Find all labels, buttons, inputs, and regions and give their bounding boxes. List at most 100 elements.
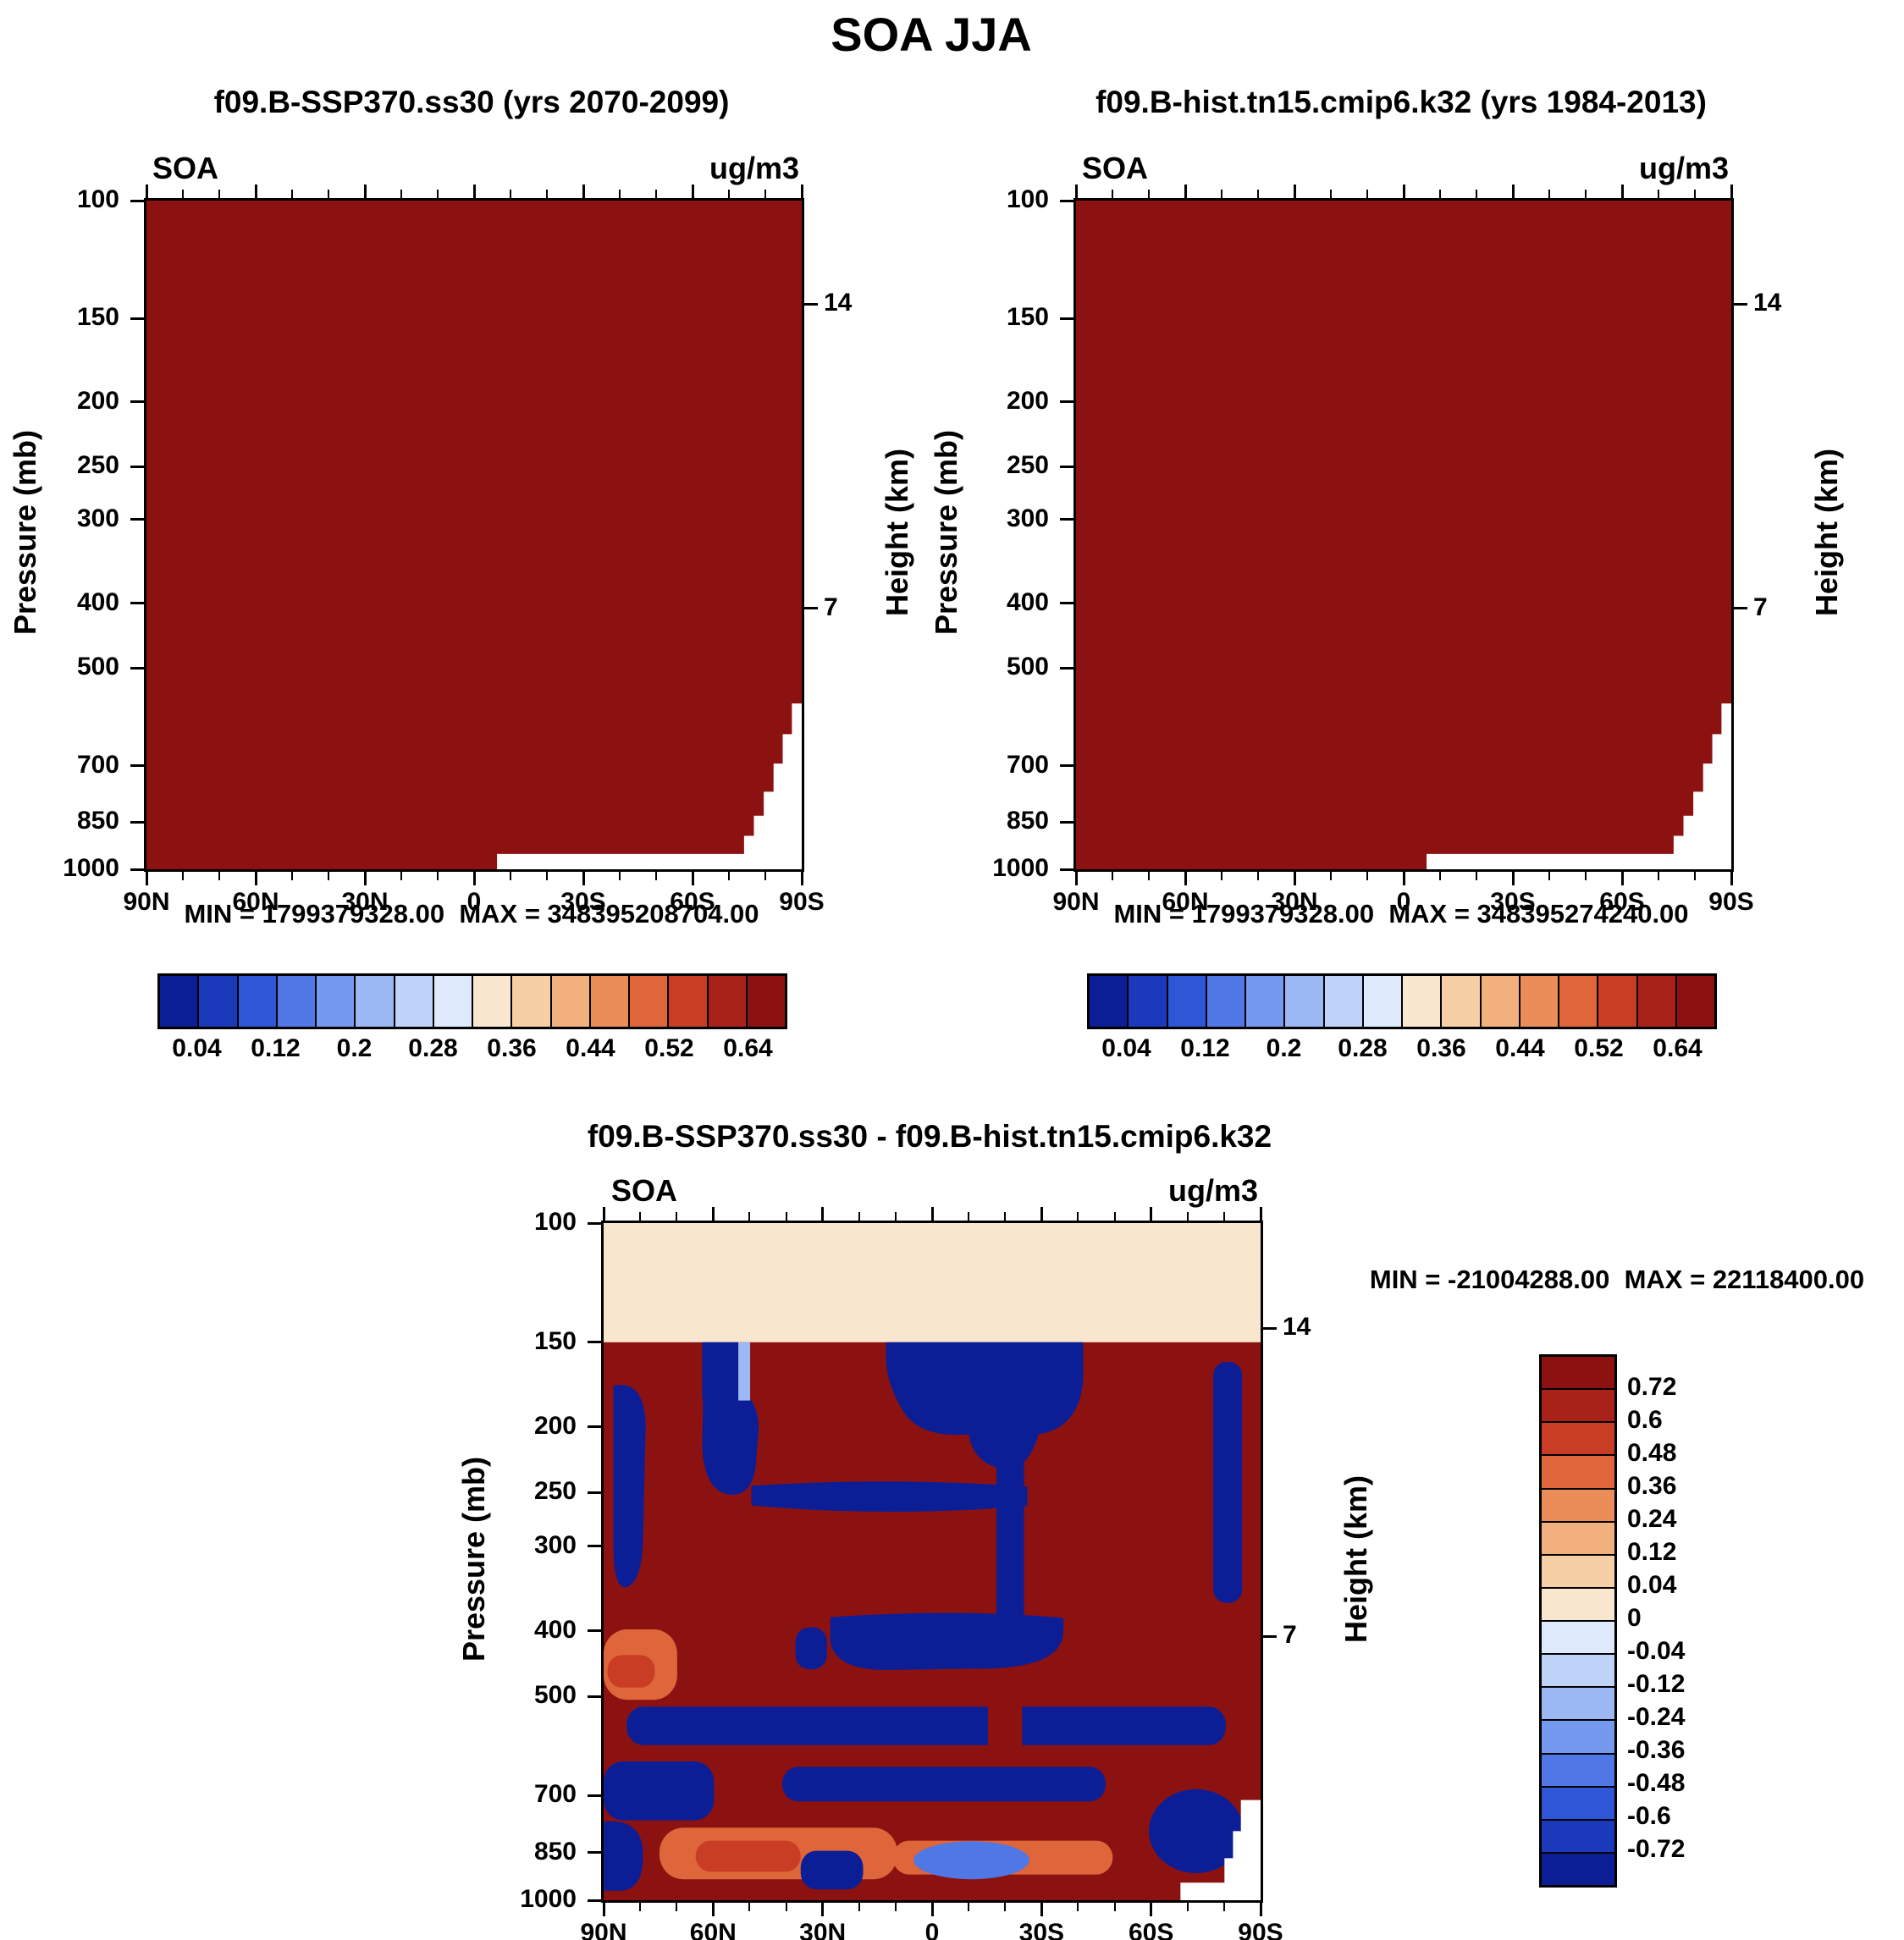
pressure-tick-mark [1060,518,1073,521]
latitude-tick-label: 90N [1052,888,1100,916]
colorbar-cell [1403,976,1443,1027]
pressure-tick-label: 400 [1006,587,1049,616]
pressure-tick-mark [130,602,144,605]
panel-left-contour-field [146,201,802,869]
latitude-tick-mark [1150,1903,1153,1916]
latitude-tick-mark [363,185,367,198]
latitude-minor-tick [1222,1903,1225,1911]
colorbar-cell [1542,1555,1614,1589]
pressure-tick-label: 700 [533,1780,577,1809]
pressure-tick-mark [130,465,144,468]
negative-anomaly-regions [604,1342,1244,1873]
pressure-tick-mark [588,1221,601,1225]
colorbar-label: 0.12 [251,1034,301,1062]
latitude-tick-label: 30N [341,888,389,916]
latitude-tick-label: 30S [1018,1919,1065,1940]
weak-positive-upper-band [604,1223,1261,1342]
colorbar-label: 0.64 [1653,1034,1703,1062]
latitude-minor-tick [1658,190,1659,198]
latitude-minor-tick [328,872,329,880]
pressure-tick-mark [588,1794,601,1797]
colorbar-cell [1598,976,1638,1027]
pressure-tick-mark [1060,602,1073,605]
height-tick-label: 14 [824,289,853,317]
secondary-anomaly-patches [604,1342,1113,1891]
latitude-minor-tick [218,190,220,198]
latitude-tick-mark [602,1207,605,1221]
latitude-minor-tick [510,190,511,198]
panel-diff-colorbar: 0.72 0.6 0.48 0.36 0.24 0.12 0.04 0 -0.04 -0.12 -0… [1539,1354,1685,1888]
colorbar-label: 0.04 [1101,1034,1151,1062]
colorbar-cell [1542,1655,1614,1689]
latitude-tick-mark [582,872,585,885]
latitude-tick-label: 0 [1396,888,1411,916]
colorbar-cell [1246,976,1286,1027]
colorbar-cell [1542,1754,1614,1788]
colorbar-cell [1542,1853,1614,1885]
latitude-tick-mark [1040,1903,1043,1916]
colorbar-cell [590,976,630,1027]
colorbar-cell [1090,976,1129,1027]
pressure-tick-label: 150 [76,303,119,332]
latitude-tick-mark [1259,1903,1262,1916]
panel-right-minmax: MIN = 1799379328.00 MAX = 348395274240.0… [1113,899,1689,929]
colorbar-cell [1542,1688,1614,1722]
latitude-tick-mark [1620,872,1624,885]
colorbar-label: 0.12 [1180,1034,1230,1062]
panel-right-colorbar: 0.04 0.12 0.2 0.28 0.36 0.44 0.52 0.64 [1087,973,1717,1062]
latitude-minor-tick [748,1903,751,1911]
latitude-tick-mark [800,185,803,198]
pressure-tick-label: 250 [533,1477,577,1506]
latitude-minor-tick [437,872,439,880]
pressure-tick-mark [588,1425,601,1429]
latitude-tick-mark [930,1903,934,1916]
latitude-minor-tick [785,1903,787,1911]
latitude-tick-label: 60S [670,888,715,916]
colorbar-label: 0.04 [1627,1571,1677,1599]
latitude-minor-tick [1585,872,1587,880]
latitude-minor-tick [1112,872,1113,880]
panel-left-minmax: MIN = 1799379328.00 MAX = 348395208704.0… [184,899,759,929]
latitude-minor-tick [676,1903,678,1911]
colorbar-cell [395,976,434,1027]
colorbar-cell [630,976,670,1027]
height-tick-label: 14 [1753,289,1782,317]
latitude-tick-mark [1293,872,1296,885]
colorbar-cell [1542,1622,1614,1656]
colorbar-cell [277,976,317,1027]
latitude-tick-label: 0 [924,1919,940,1940]
colorbar-label: -0.6 [1627,1802,1671,1830]
panel-right-plot-area: 100 150 200 250 300 400 500 700 850 1000 14 7 90N 60N… [992,185,1781,916]
latitude-tick-mark [1402,185,1405,198]
colorbar-label: -0.36 [1627,1736,1686,1764]
latitude-minor-tick [1366,190,1368,198]
pressure-tick-label: 700 [76,750,119,779]
colorbar-label: 0.48 [1627,1439,1677,1467]
latitude-tick-mark [711,1207,715,1221]
latitude-minor-tick [1658,872,1659,880]
panel-left-units-label: ug/m3 [709,151,799,185]
panel-diff-minmax: MIN = -21004288.00 MAX = 22118400.00 [1369,1265,1865,1294]
latitude-minor-tick [1548,872,1550,880]
latitude-tick-mark [1259,1207,1262,1221]
colorbar-cell [1167,976,1207,1027]
latitude-tick-mark [582,185,585,198]
colorbar-cell [473,976,513,1027]
colorbar-cell [1542,1489,1614,1523]
pressure-tick-mark [1060,666,1073,670]
latitude-tick-label: 30S [1490,888,1536,916]
panel-right-field-label: SOA [1082,151,1149,185]
latitude-minor-tick [1004,1212,1007,1221]
latitude-tick-mark [1730,185,1733,198]
height-tick-label: 7 [824,592,838,621]
missing-data-region [1427,703,1731,869]
colorbar-label: 0.52 [1574,1034,1624,1062]
latitude-tick-mark [1184,872,1187,885]
latitude-minor-tick [676,1212,678,1221]
latitude-tick-mark [145,185,148,198]
colorbar-label: 0.52 [644,1034,694,1062]
pressure-tick-mark [1060,199,1073,202]
colorbar-cell [1542,1423,1614,1457]
pressure-tick-label: 150 [533,1326,577,1355]
